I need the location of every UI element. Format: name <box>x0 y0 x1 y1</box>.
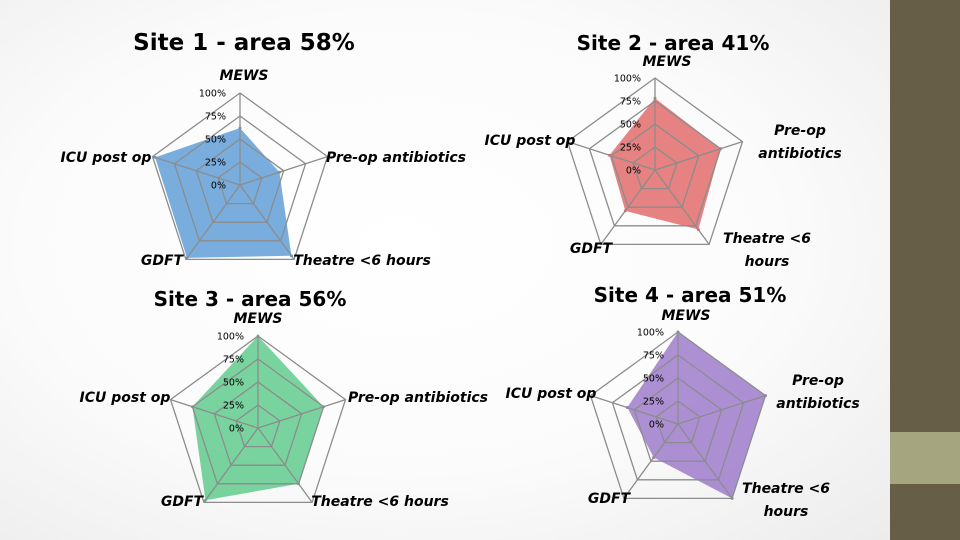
tick-label: 0% <box>626 166 641 177</box>
spoke-2 <box>677 394 766 425</box>
spoke-4 <box>185 184 241 260</box>
grid-ring-1 <box>655 400 701 444</box>
tick-label: 75% <box>223 355 244 366</box>
chart-title: Site 1 - area 58% <box>133 30 355 56</box>
axis-label: GDFT <box>588 491 632 507</box>
tick-label: 50% <box>223 378 244 389</box>
grid-ring-2 <box>195 138 285 223</box>
data-area-series-2 <box>609 98 721 230</box>
tick-label: 75% <box>205 112 226 123</box>
grid-ring-4 <box>169 335 347 504</box>
axis-label: ICU post op <box>485 133 576 149</box>
spoke-4 <box>600 169 656 245</box>
spoke-3 <box>677 423 733 499</box>
tick-label: 0% <box>211 181 226 192</box>
grid-ring-1 <box>217 161 263 205</box>
spoke-4 <box>203 427 259 503</box>
axis-label: Theatre <6 hours <box>293 253 431 269</box>
grid-ring-3 <box>191 358 325 485</box>
axis-label: Theatre <6 hours <box>723 231 811 270</box>
axis-label: GDFT <box>141 253 185 269</box>
spoke-5 <box>170 398 259 429</box>
data-area-series-4 <box>627 332 766 499</box>
spoke-5 <box>590 394 679 425</box>
grid-ring-1 <box>235 404 281 448</box>
tick-label: 100% <box>199 89 226 100</box>
tick-label: 100% <box>614 74 641 85</box>
tick-label: 25% <box>205 158 226 169</box>
axis-label: GDFT <box>161 494 205 510</box>
tick-label: 100% <box>217 332 244 343</box>
axis-label: Pre-op antibiotics <box>776 373 859 412</box>
axis-label: ICU post op <box>61 150 152 166</box>
grid-ring-4 <box>151 92 329 261</box>
spoke-4 <box>623 423 679 499</box>
grid-ring-3 <box>588 100 722 227</box>
grid-ring-2 <box>633 377 723 462</box>
spoke-3 <box>257 427 313 503</box>
tick-label: 50% <box>643 374 664 385</box>
axis-label: Pre-op antibiotics <box>326 150 466 166</box>
tick-label: 25% <box>643 397 664 408</box>
radar-chart-1: 0% 25% 50% 75% 100% MEWS Pre-op antibiotics The… <box>61 30 466 269</box>
chart-title: Site 2 - area 41% <box>577 31 770 55</box>
tick-label: 75% <box>620 97 641 108</box>
spoke-2 <box>239 155 328 186</box>
spoke-3 <box>239 184 295 260</box>
axis-label: GDFT <box>570 241 614 257</box>
spoke-2 <box>257 398 346 429</box>
axis-label: ICU post op <box>80 390 171 406</box>
radar-chart-4: 0% 25% 50% 75% 100% MEWS Pre-op antibiotics Thea… <box>506 283 860 520</box>
axis-label: MEWS <box>661 308 710 324</box>
tick-label: 100% <box>637 328 664 339</box>
axis-label: MEWS <box>642 54 691 70</box>
tick-label: 25% <box>223 401 244 412</box>
grid-ring-3 <box>611 354 745 481</box>
spoke-3 <box>654 169 710 245</box>
spoke-5 <box>152 155 241 186</box>
tick-label: 0% <box>649 420 664 431</box>
tick-label: 0% <box>229 424 244 435</box>
axis-label: Pre-op antibiotics <box>348 390 488 406</box>
spoke-5 <box>567 140 656 171</box>
radar-chart-2: 0% 25% 50% 75% 100%MEWS Pre-op antibiotics Thea… <box>485 31 842 270</box>
grid-ring-3 <box>173 115 307 242</box>
tick-label: 25% <box>620 143 641 154</box>
grid-ring-2 <box>213 381 303 466</box>
grid-ring-4 <box>566 77 744 246</box>
axis-label: ICU post op <box>506 386 597 402</box>
axis-label: MEWS <box>233 311 282 327</box>
grid-ring-4 <box>589 331 767 500</box>
axis-label: Theatre <6 hours <box>742 481 830 520</box>
tick-label: 75% <box>643 351 664 362</box>
spoke-2 <box>654 140 743 171</box>
chart-title: Site 3 - area 56% <box>154 287 347 311</box>
chart-title: Site 4 - area 51% <box>594 283 787 307</box>
radar-chart-3: 0% 25% 50% 75% 100% MEWS Pre-op antibiotics The… <box>80 287 488 510</box>
axis-label: Pre-op antibiotics <box>758 123 841 162</box>
tick-label: 50% <box>620 120 641 131</box>
grid-ring-2 <box>610 123 700 208</box>
axis-label: MEWS <box>219 68 268 84</box>
tick-label: 50% <box>205 135 226 146</box>
sidebar-accent-block <box>890 432 960 484</box>
grid-ring-1 <box>632 146 678 190</box>
axis-label: Theatre <6 hours <box>311 494 449 510</box>
